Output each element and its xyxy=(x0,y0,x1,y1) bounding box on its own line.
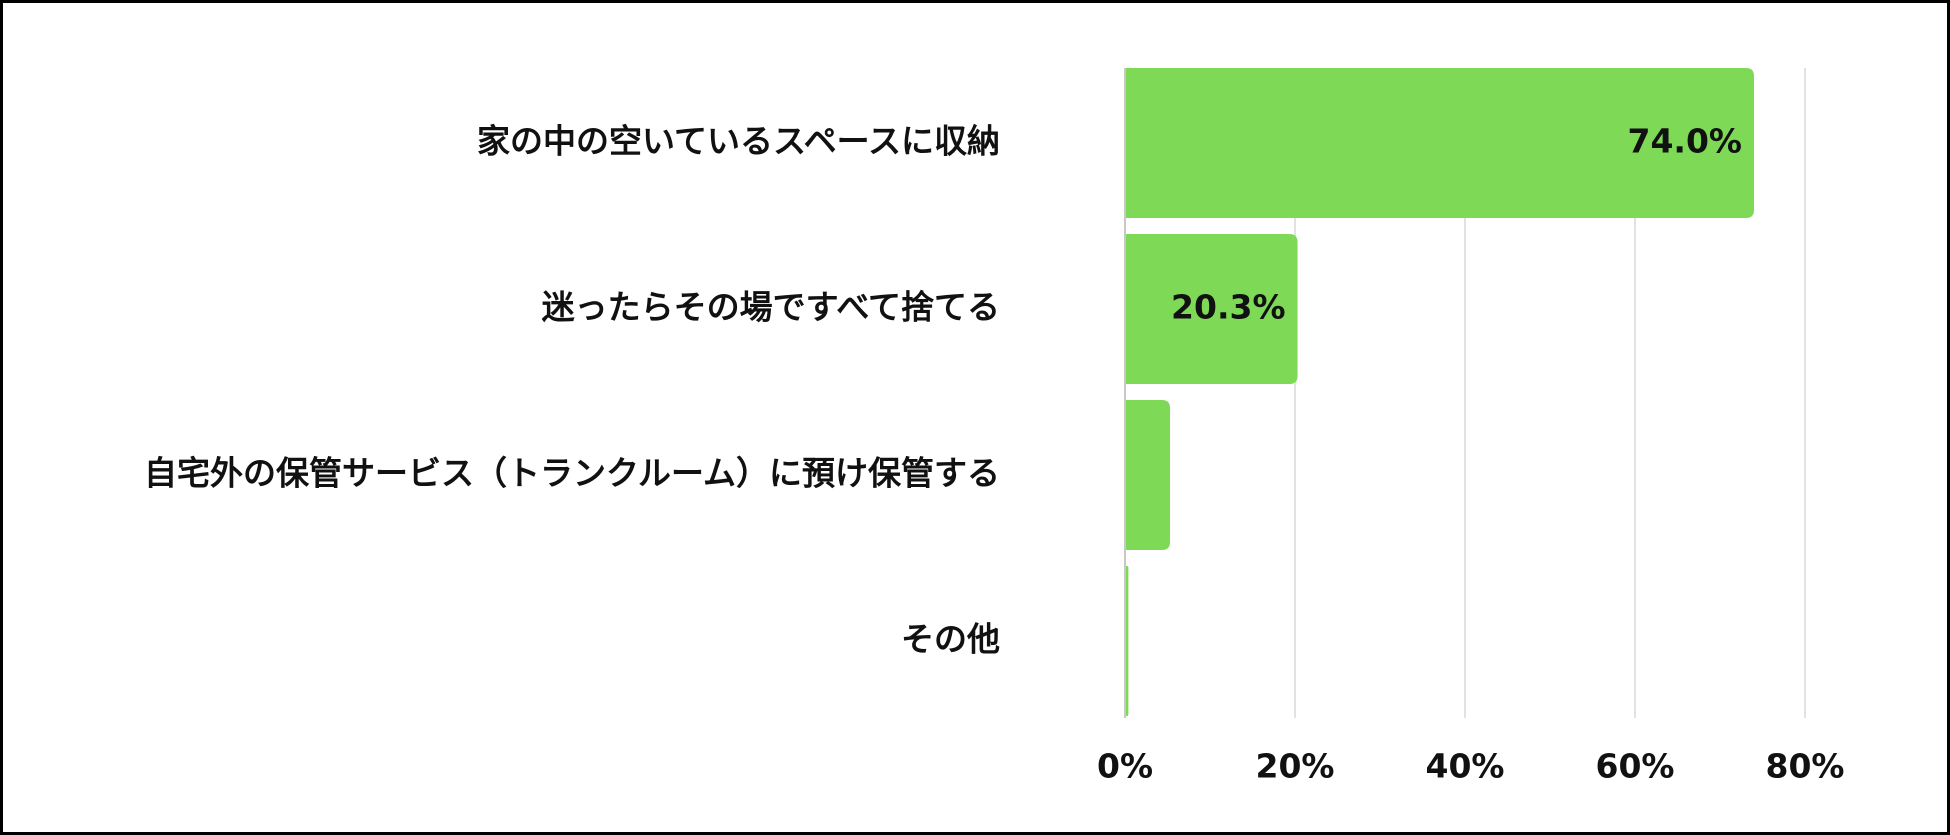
value-label-1: 20.3% xyxy=(1171,288,1286,327)
x-tick-label-40: 40% xyxy=(1426,747,1505,786)
x-tick-label-60: 60% xyxy=(1596,747,1675,786)
category-label-3: その他 xyxy=(901,620,1000,659)
category-label-2: 自宅外の保管サービス（トランクルーム）に預け保管する xyxy=(144,454,1000,493)
x-tick-label-0: 0% xyxy=(1097,747,1153,786)
bar-0 xyxy=(1125,68,1754,218)
category-label-1: 迷ったらその場ですべて捨てる xyxy=(542,288,1000,327)
bars xyxy=(1125,68,1754,716)
x-tick-labels: 0% 20% 40% 60% 80% xyxy=(1097,747,1845,786)
value-label-0: 74.0% xyxy=(1628,122,1743,161)
bar-2 xyxy=(1125,400,1171,550)
bar-1 xyxy=(1125,234,1298,384)
x-tick-label-20: 20% xyxy=(1256,747,1335,786)
category-labels: 家の中の空いているスペースに収納迷ったらその場ですべて捨てる自宅外の保管サービス… xyxy=(144,122,1000,659)
value-labels: 74.0% 20.3% xyxy=(1171,122,1742,327)
x-tick-label-80: 80% xyxy=(1766,747,1845,786)
category-label-0: 家の中の空いているスペースに収納 xyxy=(477,122,1000,161)
